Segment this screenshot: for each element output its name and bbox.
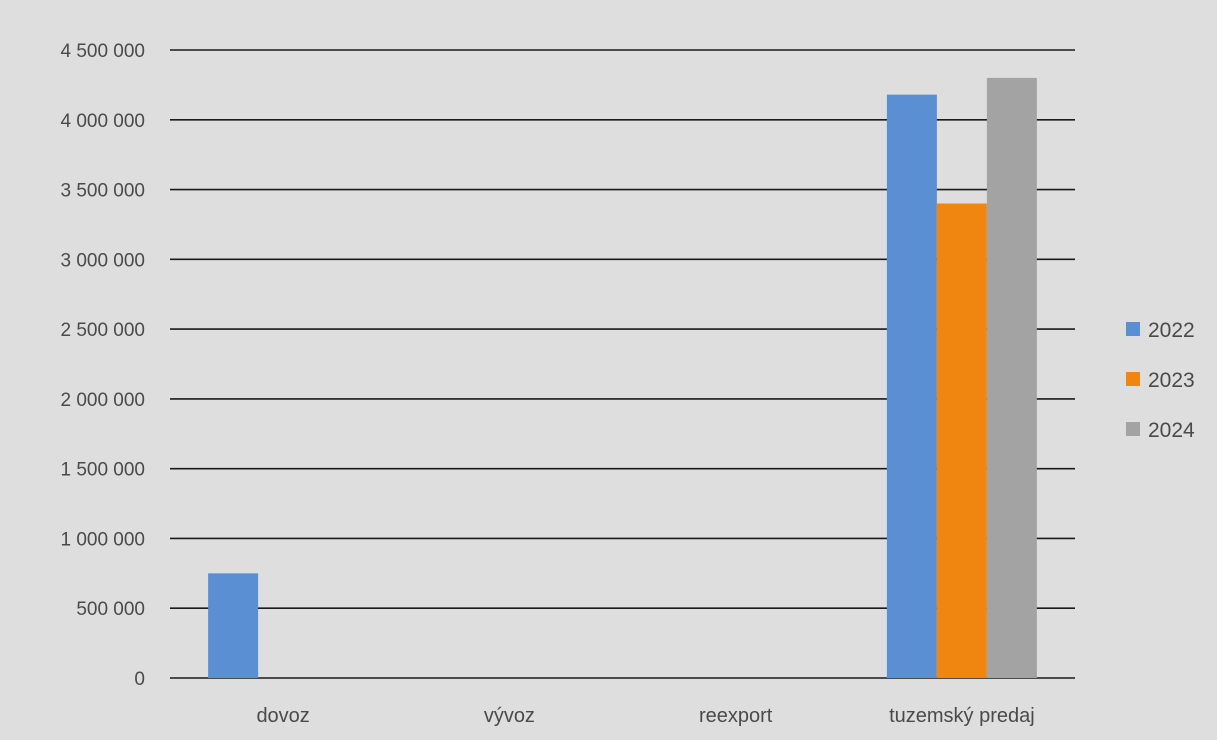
gridlines [170,49,1075,679]
x-category-label: tuzemský predaj [889,705,1035,727]
y-tick-label: 1 500 000 [60,460,145,481]
legend-label: 2024 [1148,419,1195,442]
y-tick-label: 4 500 000 [60,41,145,62]
legend-swatch-2023 [1126,372,1140,386]
y-tick-label: 0 [134,669,145,690]
x-axis-category-labels: dovoz vývoz reexport tuzemský predaj [256,705,1034,727]
y-tick-label: 4 000 000 [60,111,145,132]
y-tick-label: 1 000 000 [60,529,145,550]
y-tick-label: 2 000 000 [60,390,145,411]
legend-swatch-2022 [1126,322,1140,336]
legend-label: 2022 [1148,319,1195,342]
y-tick-label: 3 000 000 [60,250,145,271]
bar-2022-3 [886,94,937,678]
y-axis-tick-labels: 0 500 000 1 000 000 1 500 000 2 000 000 2 500… [60,41,145,690]
y-tick-label: 3 500 000 [60,181,145,202]
bar-2022-0 [208,573,259,678]
bars [208,77,1037,678]
legend-swatch-2024 [1126,422,1140,436]
y-tick-label: 500 000 [76,599,145,620]
bar-2024-3 [986,77,1037,678]
x-category-label: reexport [699,705,773,727]
y-tick-label: 2 500 000 [60,320,145,341]
legend: 2022 2023 2024 [1126,319,1195,442]
legend-label: 2023 [1148,369,1195,392]
x-category-label: dovoz [256,705,309,727]
x-category-label: vývoz [484,705,535,727]
bar-2023-3 [936,203,987,678]
